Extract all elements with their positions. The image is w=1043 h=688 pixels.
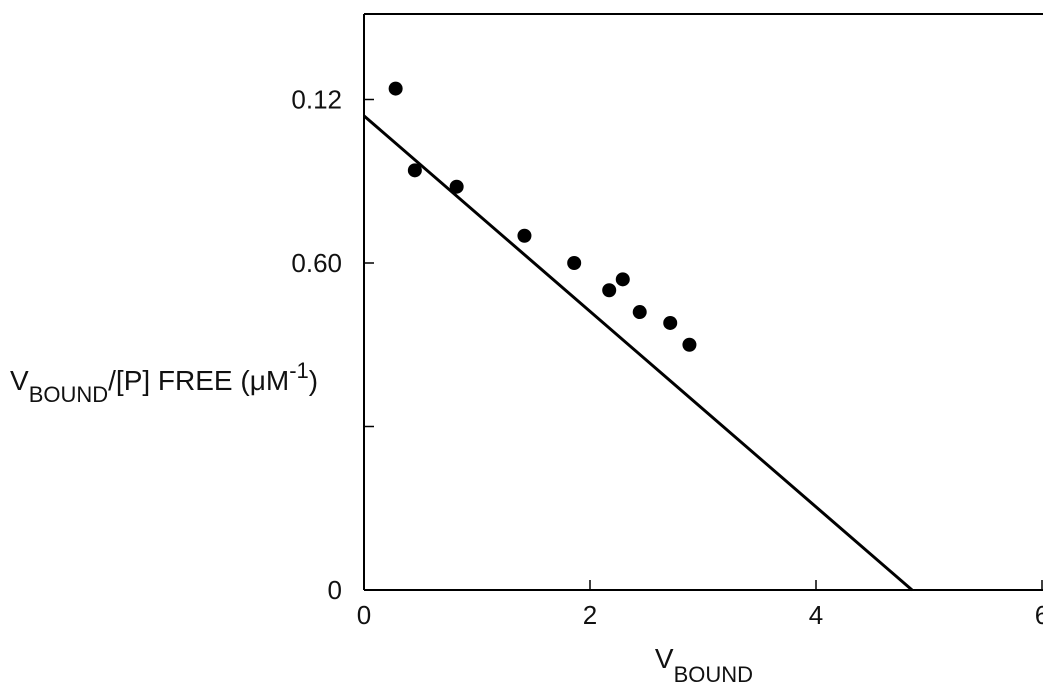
y-tick-label: 0.12 bbox=[291, 85, 342, 115]
y-axis-title-mu: μ bbox=[250, 365, 266, 396]
regression-line bbox=[363, 114, 914, 592]
x-axis-title-main: V bbox=[655, 643, 674, 674]
data-point bbox=[602, 283, 617, 298]
y-axis-title-rest: /[P] FREE ( bbox=[108, 365, 250, 396]
regression-line-group bbox=[363, 114, 914, 592]
data-point bbox=[388, 81, 403, 96]
y-tick-label: 0 bbox=[328, 575, 342, 605]
y-axis-title-superscript: -1 bbox=[289, 358, 309, 383]
data-point bbox=[407, 163, 422, 178]
data-point bbox=[517, 228, 532, 243]
data-points bbox=[388, 81, 697, 352]
data-point bbox=[449, 179, 464, 194]
x-tick-label: 6 bbox=[1035, 600, 1043, 630]
data-point bbox=[615, 272, 630, 287]
x-axis-title: VBOUND bbox=[655, 643, 753, 687]
y-axis-title-close: ) bbox=[309, 365, 318, 396]
data-point bbox=[663, 315, 678, 330]
data-point bbox=[682, 337, 697, 352]
y-axis-title: VBOUND/[P] FREE (μM-1) bbox=[10, 358, 318, 407]
x-tick-label: 4 bbox=[809, 600, 823, 630]
y-axis-title-v: V bbox=[10, 365, 29, 396]
y-tick-label: 0.60 bbox=[291, 248, 342, 278]
y-axis-title-unit: M bbox=[266, 365, 289, 396]
axis-ticks: 0 2 4 6 0 0.60 0.12 bbox=[291, 85, 1043, 631]
data-point bbox=[567, 256, 582, 270]
y-axis-title-subscript: BOUND bbox=[29, 382, 108, 407]
plot-axes bbox=[363, 13, 1043, 591]
x-tick-label: 0 bbox=[357, 600, 371, 630]
data-point bbox=[632, 305, 647, 320]
x-axis-title-subscript: BOUND bbox=[674, 662, 753, 687]
x-tick-label: 2 bbox=[583, 600, 597, 630]
